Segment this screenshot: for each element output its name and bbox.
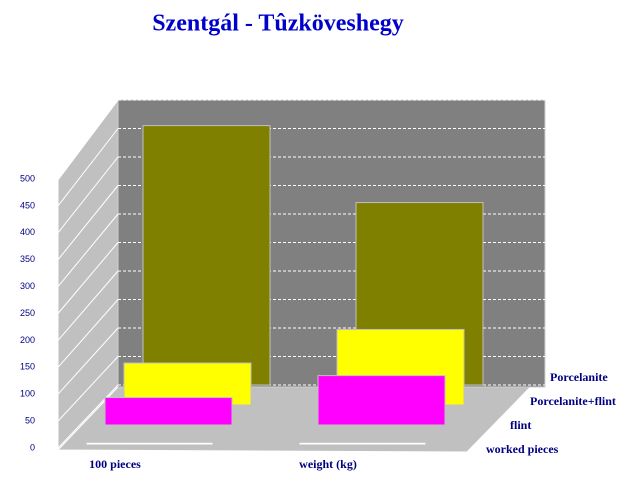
y-tick-label: 150 bbox=[20, 362, 35, 372]
y-tick-label: 500 bbox=[20, 173, 35, 183]
bar bbox=[85, 441, 214, 446]
grid-line bbox=[57, 356, 119, 422]
grid-line bbox=[57, 128, 119, 207]
y-tick-label: 250 bbox=[20, 308, 35, 318]
bar bbox=[104, 397, 233, 426]
grid-line bbox=[57, 99, 119, 180]
x-tick-label: weight (kg) bbox=[299, 457, 357, 471]
grid-line bbox=[57, 299, 119, 368]
y-tick-label: 450 bbox=[20, 200, 35, 210]
y-tick-label: 350 bbox=[20, 254, 35, 264]
grid-line bbox=[57, 213, 119, 287]
legend-label: Porcelanite bbox=[550, 370, 608, 384]
grid-line bbox=[57, 242, 119, 314]
y-tick-label: 200 bbox=[20, 335, 35, 345]
legend-label: Porcelanite+flint bbox=[530, 394, 616, 408]
grid-line bbox=[57, 156, 119, 234]
grid-line bbox=[57, 327, 119, 395]
grid-line bbox=[57, 270, 119, 341]
y-tick-label: 100 bbox=[20, 389, 35, 399]
legend-label: worked pieces bbox=[486, 442, 559, 456]
x-tick-label: 100 pieces bbox=[89, 457, 141, 471]
bar bbox=[298, 441, 427, 446]
chart-title: Szentgál - Tûzköveshegy bbox=[152, 11, 404, 37]
bar bbox=[317, 375, 446, 426]
y-tick-label: 300 bbox=[20, 281, 35, 291]
y-tick-label: 0 bbox=[30, 442, 35, 452]
y-tick-label: 50 bbox=[25, 415, 35, 425]
legend-label: flint bbox=[510, 418, 531, 432]
grid-line bbox=[57, 384, 119, 449]
bar bbox=[142, 125, 271, 386]
y-tick-label: 400 bbox=[20, 227, 35, 237]
grid-line bbox=[57, 185, 119, 261]
